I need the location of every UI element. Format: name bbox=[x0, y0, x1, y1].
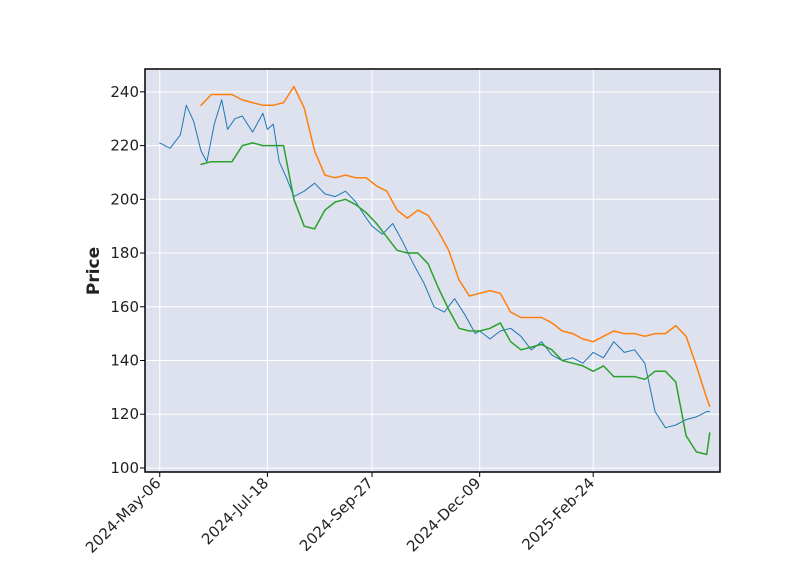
y-axis: 100 120 140 160 180 200 220 240 bbox=[110, 83, 145, 477]
x-tick-label: 2024-Jul-18 bbox=[198, 474, 272, 548]
series-line-3 bbox=[200, 142, 711, 456]
series-line-2 bbox=[200, 85, 711, 407]
y-tick-label: 240 bbox=[110, 83, 139, 101]
y-tick-label: 160 bbox=[110, 298, 139, 316]
x-tick-label: 2024-May-06 bbox=[82, 474, 165, 557]
y-tick-label: 140 bbox=[110, 352, 139, 370]
grid-lines bbox=[145, 69, 720, 472]
series-group bbox=[159, 85, 711, 456]
y-tick-label: 220 bbox=[110, 137, 139, 155]
x-tick-label: 2024-Sep-27 bbox=[296, 474, 377, 555]
y-tick-label: 100 bbox=[110, 459, 139, 477]
y-tick-label: 180 bbox=[110, 244, 139, 262]
x-tick-label: 2025-Feb-24 bbox=[518, 474, 598, 554]
x-tick-label: 2024-Dec-09 bbox=[403, 474, 484, 555]
y-tick-label: 200 bbox=[110, 190, 139, 208]
series-line-1 bbox=[159, 99, 711, 429]
y-axis-label: Price bbox=[84, 247, 104, 295]
plot-frame bbox=[144, 68, 721, 473]
plot-background bbox=[145, 69, 720, 472]
x-axis: 2024-May-06 2024-Jul-18 2024-Sep-27 2024-De… bbox=[82, 472, 598, 557]
y-tick-label: 120 bbox=[110, 405, 139, 423]
